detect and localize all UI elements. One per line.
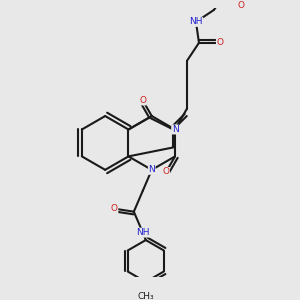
- Text: O: O: [237, 1, 244, 10]
- Text: O: O: [111, 204, 118, 213]
- Text: O: O: [216, 38, 224, 47]
- Text: N: N: [148, 165, 155, 174]
- Text: NH: NH: [189, 17, 203, 26]
- Text: N: N: [172, 125, 178, 134]
- Text: O: O: [163, 167, 170, 176]
- Text: CH₃: CH₃: [137, 292, 154, 300]
- Text: NH: NH: [136, 228, 149, 237]
- Text: O: O: [139, 96, 146, 105]
